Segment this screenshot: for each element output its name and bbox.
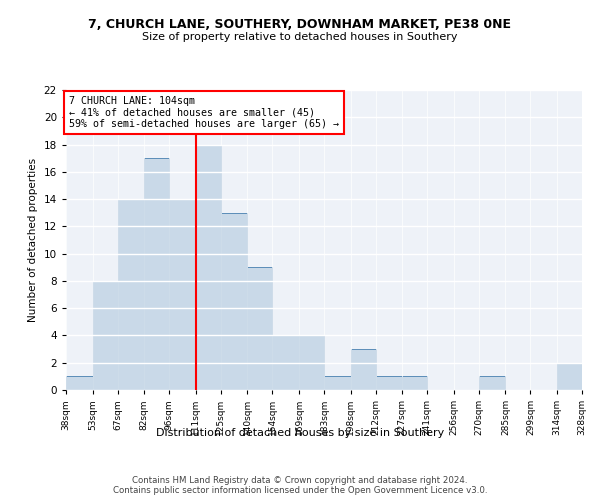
Y-axis label: Number of detached properties: Number of detached properties <box>28 158 38 322</box>
Bar <box>402 376 427 390</box>
Text: 7, CHURCH LANE, SOUTHERY, DOWNHAM MARKET, PE38 0NE: 7, CHURCH LANE, SOUTHERY, DOWNHAM MARKET… <box>89 18 511 30</box>
Bar <box>92 281 118 390</box>
Text: Distribution of detached houses by size in Southery: Distribution of detached houses by size … <box>156 428 444 438</box>
Bar <box>324 376 350 390</box>
Bar <box>350 349 376 390</box>
Bar <box>376 376 402 390</box>
Bar <box>557 362 582 390</box>
Bar <box>66 376 92 390</box>
Bar <box>299 336 324 390</box>
Bar <box>169 199 196 390</box>
Text: Size of property relative to detached houses in Southery: Size of property relative to detached ho… <box>142 32 458 42</box>
Bar <box>221 212 247 390</box>
Bar <box>144 158 169 390</box>
Bar <box>479 376 505 390</box>
Text: 7 CHURCH LANE: 104sqm
← 41% of detached houses are smaller (45)
59% of semi-deta: 7 CHURCH LANE: 104sqm ← 41% of detached … <box>68 96 338 129</box>
Text: Contains HM Land Registry data © Crown copyright and database right 2024.
Contai: Contains HM Land Registry data © Crown c… <box>113 476 487 495</box>
Bar <box>272 336 299 390</box>
Bar <box>196 144 221 390</box>
Bar <box>118 199 144 390</box>
Bar <box>247 268 272 390</box>
